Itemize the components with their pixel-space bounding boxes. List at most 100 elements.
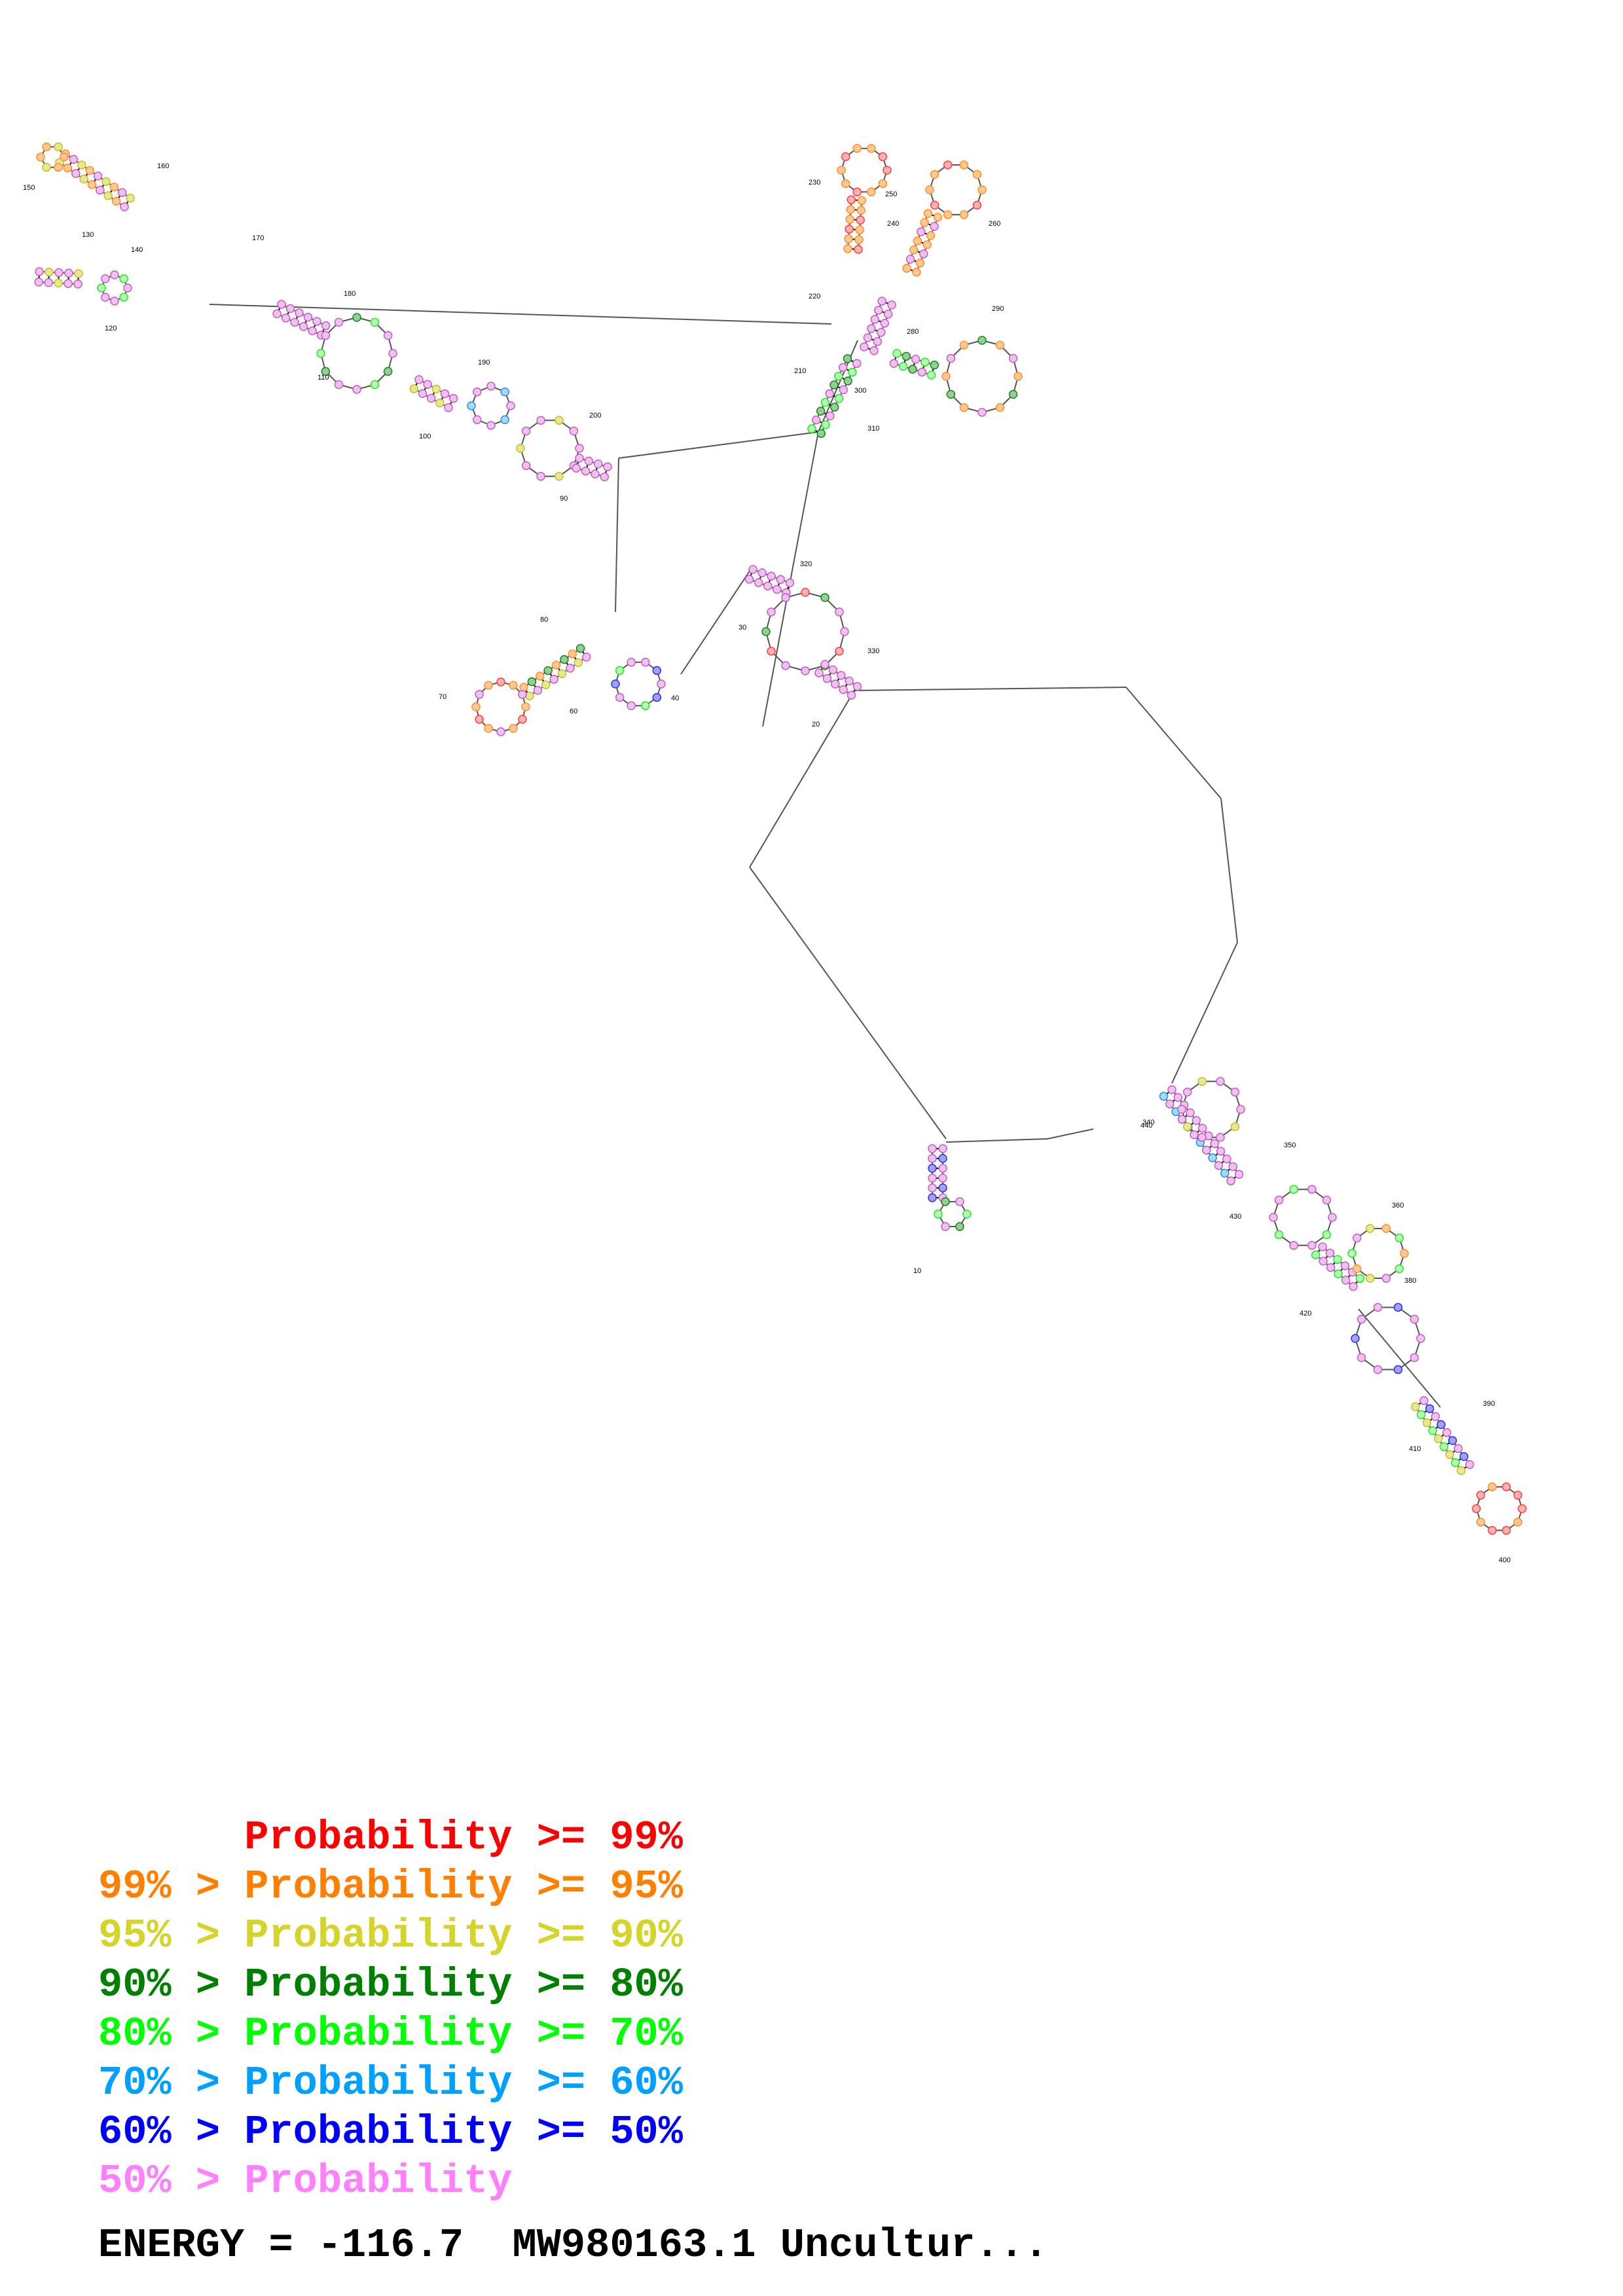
nucleotide-node [837, 166, 846, 175]
nucleotide-node [1167, 1085, 1176, 1094]
nucleotide-node [285, 304, 295, 314]
nucleotide-node [1422, 1418, 1432, 1427]
nucleotide-node [1013, 372, 1023, 381]
nucleotide-node [830, 679, 840, 689]
nucleotide-node [1208, 1153, 1217, 1162]
legend-row-prefix: 95% > [98, 1912, 245, 1959]
nucleotide-node [312, 317, 321, 326]
nucleotide-node [938, 1183, 947, 1193]
nucleotide-node [1373, 1302, 1383, 1312]
backbone-segment [749, 867, 947, 1139]
legend-row-text: Probability >= 80% [244, 1962, 683, 2008]
nucleotide-node [852, 187, 862, 197]
nucleotide-node [847, 691, 856, 700]
legend-row-text: Probability >= 60% [244, 2060, 683, 2106]
nucleotide-node [1230, 1122, 1240, 1132]
nucleotide-node [64, 268, 73, 278]
nucleotide-node [584, 456, 594, 466]
nucleotide-node [54, 142, 63, 152]
nucleotide-node [36, 152, 45, 162]
nucleotide-node [119, 293, 128, 302]
rna-secondary-structure-diagram: 10 20 30 40 60 70 80 90 100 110 120 130 140 150 160 170… [23, 142, 1527, 1564]
position-label: 190 [478, 359, 490, 367]
nucleotide-node [303, 312, 313, 322]
nucleotide-node [748, 565, 757, 574]
nucleotide-node [1182, 1087, 1192, 1097]
nucleotide-node [930, 360, 939, 370]
backbone-segment [854, 687, 1127, 691]
nucleotide-node [1381, 1224, 1391, 1233]
nucleotide-node [509, 681, 518, 690]
nucleotide-node [869, 346, 879, 355]
nucleotide-node [383, 367, 393, 376]
position-label: 440 [1140, 1122, 1152, 1130]
nucleotide-node [569, 426, 579, 436]
nucleotide-node [959, 340, 969, 350]
nucleotide-node [846, 205, 855, 214]
nucleotide-node [867, 324, 876, 333]
nucleotide-node [883, 310, 893, 319]
nucleotide-node [926, 231, 936, 240]
nucleotide-node [955, 1197, 964, 1206]
nucleotide-node [44, 278, 53, 287]
nucleotide-node [516, 444, 525, 453]
nucleotide-node [938, 1174, 947, 1183]
nucleotide-node [1357, 1314, 1366, 1324]
nucleotide-node [1328, 1213, 1337, 1222]
nucleotide-node [1269, 1213, 1278, 1222]
nucleotide-node [521, 461, 531, 471]
nucleotide-node [845, 215, 854, 224]
nucleotide-node [1201, 1145, 1211, 1155]
nucleotide-node [77, 160, 86, 170]
backbone-segment [945, 1138, 1048, 1143]
nucleotide-node [525, 691, 534, 700]
nucleotide-node [909, 245, 919, 255]
nucleotide-node [1410, 1314, 1419, 1324]
legend-row: 90% > Probability >= 80% [98, 1960, 683, 2009]
nucleotide-node [652, 666, 662, 675]
nucleotide-node [837, 671, 846, 680]
position-label: 70 [439, 693, 447, 701]
nucleotide-node [972, 200, 982, 210]
nucleotide-node [1177, 1115, 1187, 1124]
nucleotide-node [96, 185, 105, 195]
nucleotide-node [543, 666, 553, 675]
nucleotide-node [418, 389, 428, 398]
nucleotide-node [555, 416, 564, 425]
nucleotide-node [962, 1210, 972, 1219]
nucleotide-node [923, 209, 933, 218]
nucleotide-node [1400, 1249, 1409, 1258]
nucleotide-node [919, 249, 928, 259]
nucleotide-node [500, 387, 509, 397]
nucleotide-node [101, 274, 110, 283]
nucleotide-node [440, 389, 450, 399]
nucleotide-node [1340, 1261, 1350, 1270]
nucleotide-node [541, 680, 551, 690]
position-label: 260 [989, 220, 1000, 228]
nucleotide-node [877, 296, 886, 306]
nucleotide-node [826, 411, 835, 421]
backbone-segment [209, 304, 832, 325]
nucleotide-node [500, 415, 509, 424]
nucleotide-node [955, 1222, 964, 1231]
legend-row-text: Probability >= 50% [244, 2109, 683, 2155]
nucleotide-node [844, 234, 853, 243]
nucleotide-node [928, 1174, 937, 1183]
nucleotide-node [781, 661, 790, 670]
nucleotide-node [856, 215, 865, 224]
nucleotide-node [854, 235, 864, 244]
backbone-segment [1047, 1128, 1094, 1139]
nucleotide-node [1216, 1133, 1225, 1142]
nucleotide-node [814, 668, 824, 677]
nucleotide-node [863, 333, 873, 342]
nucleotide-node [873, 306, 883, 315]
nucleotide-node [763, 581, 773, 591]
nucleotide-node [574, 658, 583, 668]
nucleotide-node [1431, 1412, 1440, 1422]
nucleotide-node [928, 1144, 937, 1153]
nucleotide-node [475, 715, 484, 724]
nucleotide-node [1322, 1195, 1332, 1205]
nucleotide-node [854, 245, 863, 254]
nucleotide-node [930, 200, 939, 210]
position-label: 380 [1404, 1277, 1416, 1285]
